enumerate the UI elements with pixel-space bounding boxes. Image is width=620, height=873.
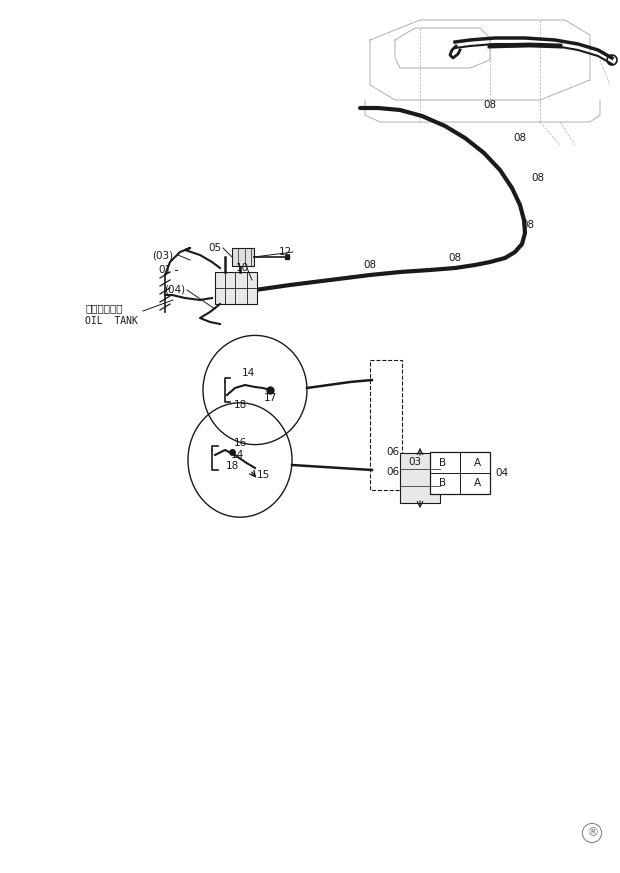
Text: (03): (03) <box>153 250 174 260</box>
Bar <box>215 272 257 304</box>
Text: 06: 06 <box>386 467 399 477</box>
Text: 06: 06 <box>386 447 399 457</box>
Text: 17: 17 <box>264 393 277 403</box>
Bar <box>400 453 440 503</box>
Text: 14: 14 <box>231 450 244 460</box>
Text: OIL  TANK: OIL TANK <box>85 316 138 326</box>
Text: 08: 08 <box>484 100 497 110</box>
Text: 08: 08 <box>513 133 526 143</box>
Text: 05: 05 <box>208 243 221 253</box>
Text: オイルタンク: オイルタンク <box>85 303 123 313</box>
Text: B: B <box>440 458 446 468</box>
Text: 08: 08 <box>531 173 544 183</box>
Text: 18: 18 <box>226 461 239 471</box>
Text: 08: 08 <box>363 260 376 270</box>
Text: 04: 04 <box>495 468 508 478</box>
Text: 16: 16 <box>233 438 247 448</box>
Text: A: A <box>474 458 480 468</box>
Text: 15: 15 <box>257 470 270 480</box>
Text: A: A <box>474 478 480 488</box>
Text: B: B <box>440 478 446 488</box>
Bar <box>430 452 490 494</box>
Text: ®: ® <box>586 827 598 840</box>
Text: 01: 01 <box>159 265 172 275</box>
Bar <box>370 360 402 490</box>
Text: 12: 12 <box>278 247 291 257</box>
Text: (04): (04) <box>164 285 185 295</box>
Text: 08: 08 <box>521 220 534 230</box>
Text: 08: 08 <box>448 253 461 263</box>
Text: 10: 10 <box>236 263 249 273</box>
Text: 18: 18 <box>233 400 247 410</box>
Text: 03: 03 <box>409 457 422 467</box>
Bar <box>232 248 254 266</box>
Text: 14: 14 <box>241 368 255 378</box>
